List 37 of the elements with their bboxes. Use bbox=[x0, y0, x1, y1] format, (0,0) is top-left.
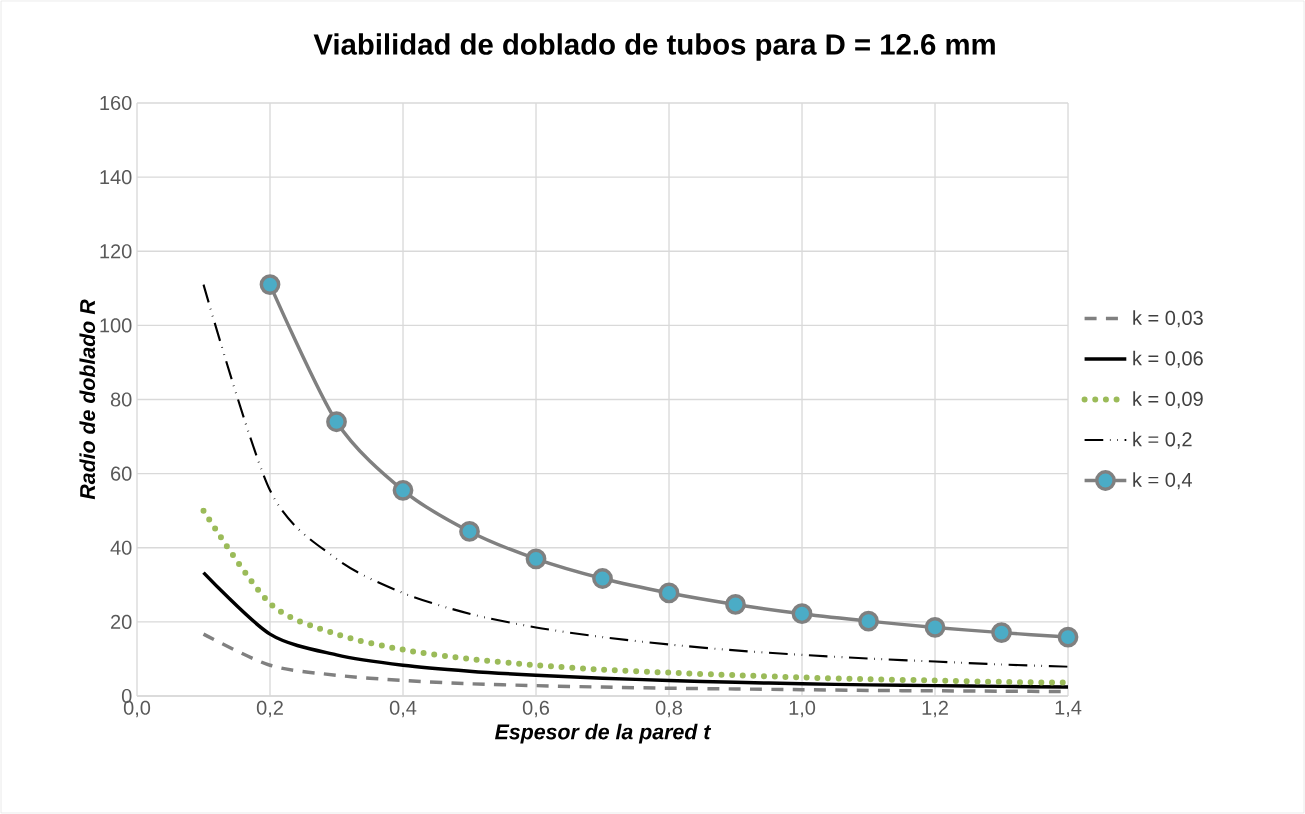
point bbox=[392, 479, 414, 501]
x-tick-label: 1,0 bbox=[789, 700, 816, 718]
x-axis-title: Espesor de la pared t bbox=[494, 723, 712, 744]
line-series bbox=[201, 570, 1069, 689]
legend-label: k = 0,03 bbox=[1133, 310, 1203, 328]
y-tick-label: 60 bbox=[111, 466, 132, 481]
y-tick-label: 160 bbox=[100, 95, 132, 111]
point bbox=[791, 603, 813, 625]
x-tick-label: 1,4 bbox=[1055, 700, 1082, 718]
y-tick-label: 40 bbox=[110, 540, 132, 555]
point bbox=[858, 610, 879, 632]
legend-label: k = 0,06 bbox=[1133, 350, 1203, 368]
point bbox=[725, 594, 746, 615]
y-tick-label: 140 bbox=[100, 170, 132, 185]
point bbox=[459, 521, 480, 542]
point bbox=[592, 568, 613, 589]
x-tick-label: 1,2 bbox=[922, 700, 948, 718]
x-tick-label: 0,2 bbox=[256, 700, 283, 718]
y-tick-label: 100 bbox=[100, 318, 132, 333]
point bbox=[326, 411, 347, 433]
legend-label: k = 0,2 bbox=[1133, 431, 1192, 449]
point bbox=[259, 274, 281, 296]
x-tick-label: 0,6 bbox=[522, 700, 550, 718]
point bbox=[1057, 626, 1079, 648]
point bbox=[924, 617, 946, 638]
y-tick-label: 80 bbox=[110, 392, 132, 407]
point bbox=[991, 622, 1012, 644]
point bbox=[658, 582, 680, 604]
legend-label: k = 0,09 bbox=[1133, 391, 1203, 409]
legend-label: k = 0,4 bbox=[1133, 472, 1192, 490]
y-tick-label: 120 bbox=[100, 244, 132, 259]
chart-title: Viabilidad de doblado de tubos para D = 12.6 mm bbox=[313, 33, 995, 61]
x-tick-label: 0,8 bbox=[655, 700, 683, 718]
y-tick-label: 20 bbox=[111, 614, 132, 629]
y-axis-title: Radio de doblado R bbox=[79, 299, 96, 500]
x-tick-label: 0,4 bbox=[389, 700, 417, 718]
point bbox=[525, 548, 547, 570]
